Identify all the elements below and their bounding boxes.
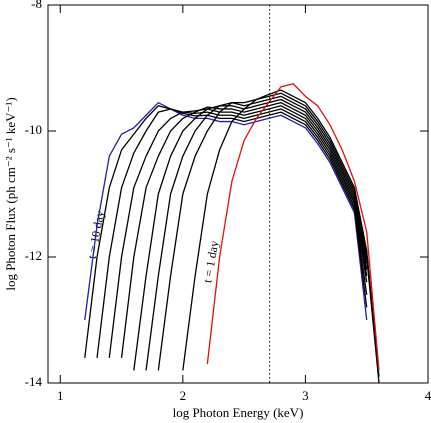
x-tick-label: 2: [180, 388, 187, 403]
x-tick-label: 1: [57, 388, 64, 403]
y-tick-label: -8: [31, 0, 42, 11]
spectrum-line: [120, 102, 368, 358]
spectrum-line: [108, 105, 368, 358]
spectrum-line: [133, 98, 368, 371]
curves: [84, 83, 380, 383]
spectrum-line: [84, 105, 368, 358]
spectrum-line: [84, 102, 368, 321]
spectrum-line: [145, 95, 368, 371]
spectrum-line: [182, 89, 380, 377]
y-tick-label: -14: [25, 374, 43, 389]
x-axis-label: log Photon Energy (keV): [173, 405, 304, 420]
x-tick-label: 3: [302, 388, 309, 403]
x-tick-label: 4: [425, 388, 431, 403]
y-tick-label: -10: [25, 122, 42, 137]
plot-frame: [47, 4, 429, 384]
spectrum-line: [157, 92, 380, 383]
y-axis-label: log Photon Flux (ph cm⁻² s⁻¹ keV⁻¹): [3, 97, 18, 290]
spectrum-line: [206, 83, 380, 371]
spectrum-line: [96, 108, 368, 358]
annotation: t = 1 day: [200, 240, 221, 284]
y-tick-label: -12: [25, 248, 42, 263]
